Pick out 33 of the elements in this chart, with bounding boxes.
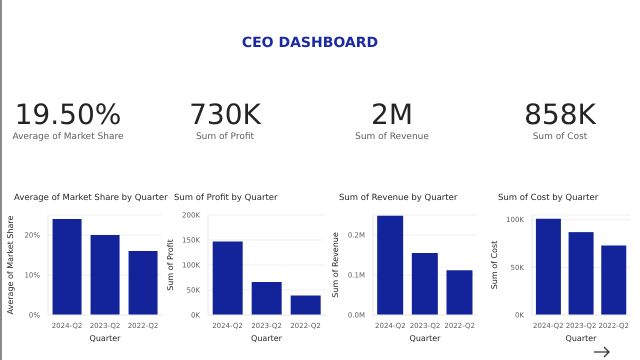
chart-title: Sum of Revenue by Quarter [338,193,458,205]
x-axis-title: Quarter [90,334,122,343]
bar [568,232,594,315]
bar [52,219,82,315]
text: 2M [370,98,414,132]
chart-title: Sum of Cost by Quarter [497,193,600,205]
text: 858K [523,98,598,132]
x-axis-title: Quarter [251,334,283,343]
bar [536,218,561,315]
bar [128,251,158,315]
bar [290,296,321,315]
text: Average of Market Share [11,132,125,142]
text: 730K [188,98,262,132]
text: Sum of Cost [532,132,588,142]
x-axis-title: Quarter [566,334,598,343]
y-axis-title: Sum of Cost [490,240,499,290]
bar [601,245,626,315]
chart-title: Sum of Profit by Quarter [173,193,278,205]
text: 19.50% [14,98,122,132]
bar [446,270,472,315]
text: Sum of Revenue [354,132,430,142]
y-axis-title: Average of Market Share [6,216,15,314]
y-axis-title: Sum of Profit [166,239,175,291]
bar [90,235,120,315]
bar [412,253,438,315]
chart-title: Average of Market Share by Quarter [13,193,168,205]
y-axis-title: Sum of Revenue [330,232,340,298]
text: CEO DASHBOARD [240,35,380,51]
bar [212,242,243,315]
text: Sum of Profit [194,132,256,142]
bar [377,216,404,315]
x-axis-title: Quarter [410,334,442,343]
bar [252,282,282,315]
